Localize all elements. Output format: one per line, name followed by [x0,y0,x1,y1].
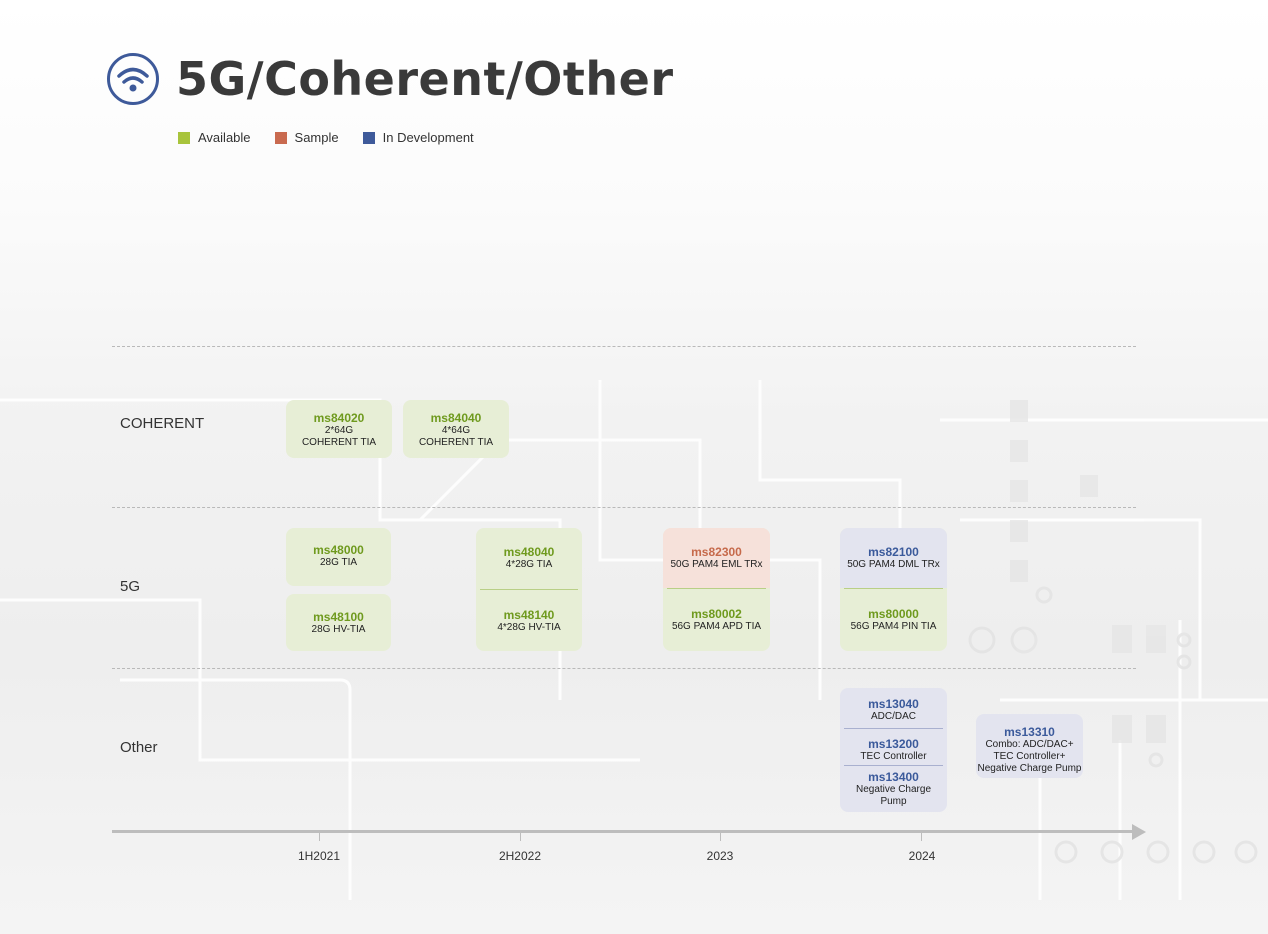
row-label-5g: 5G [120,578,141,595]
timeline-tick [319,833,320,841]
product-card-ms80002[interactable]: ms80002 56G PAM4 APD TIA [667,588,766,633]
timeline-axis [112,830,1132,833]
product-group-2024: ms82100 50G PAM4 DML TRx ms80000 56G PAM… [840,528,947,651]
product-desc: 50G PAM4 EML TRx [670,559,763,570]
product-group-2h2022: ms48040 4*28G TIA ms48140 4*28G HV-TIA [476,528,582,651]
product-desc: 28G HV-TIA [311,624,366,635]
product-card-ms80000[interactable]: ms80000 56G PAM4 PIN TIA [844,588,943,633]
product-code: ms82300 [691,545,742,559]
legend-swatch-sample [274,131,287,144]
product-desc: COHERENT TIA [418,437,494,448]
product-card-ms13040[interactable]: ms13040 ADC/DAC [840,688,947,728]
product-group-2023: ms82300 50G PAM4 EML TRx ms80002 56G PAM… [663,528,770,651]
product-code: ms48140 [503,608,555,622]
product-desc: 4*28G TIA [505,559,553,570]
product-card-ms84040[interactable]: ms84040 4*64G COHERENT TIA [403,400,509,458]
row-label-other: Other [120,739,158,756]
timeline-label-1h2021: 1H2021 [297,849,341,863]
product-desc: ADC/DAC [870,711,916,722]
product-group-other-2024: ms13040 ADC/DAC ms13200 TEC Controller m… [840,688,947,812]
product-card-ms13200[interactable]: ms13200 TEC Controller [844,728,943,765]
product-card-ms48100[interactable]: ms48100 28G HV-TIA [286,594,391,651]
product-code: ms13400 [868,770,919,784]
product-code: ms48000 [313,543,364,557]
timeline-arrow-icon [1132,824,1146,840]
legend-item-in-development: In Development [362,130,474,145]
product-card-ms13400[interactable]: ms13400 Negative Charge Pump [844,765,943,808]
row-label-coherent: COHERENT [120,415,205,432]
product-desc: 28G TIA [319,557,358,568]
product-desc: Combo: ADC/DAC+ [985,739,1074,750]
product-card-ms48000[interactable]: ms48000 28G TIA [286,528,391,586]
product-desc: 56G PAM4 PIN TIA [850,621,937,632]
product-desc: 2*64G [324,425,354,436]
product-code: ms48040 [503,545,555,559]
product-card-ms48140[interactable]: ms48140 4*28G HV-TIA [480,589,578,634]
legend-item-sample: Sample [274,130,339,145]
product-code: ms84020 [313,411,365,425]
product-desc: 56G PAM4 APD TIA [671,621,762,632]
product-card-ms82100[interactable]: ms82100 50G PAM4 DML TRx [840,528,947,588]
product-desc: TEC Controller+ [993,751,1066,762]
legend-label-in-development: In Development [382,130,474,145]
product-desc: Negative Charge Pump [977,763,1082,774]
product-code: ms13040 [868,697,919,711]
page-title: 5G/Coherent/Other [176,52,674,106]
timeline-tick [921,833,922,841]
product-desc: 4*64G [441,425,471,436]
product-code: ms80002 [691,607,742,621]
product-desc: 4*28G HV-TIA [497,622,561,633]
wifi-icon [107,53,159,105]
legend-item-available: Available [178,130,251,145]
timeline-label-2024: 2024 [908,849,936,863]
row-divider [112,346,1136,347]
legend-label-available: Available [198,130,251,145]
product-code: ms13200 [868,737,919,751]
product-code: ms48100 [313,610,364,624]
product-code: ms84040 [430,411,482,425]
legend-swatch-in-development [362,131,375,144]
row-divider [112,668,1136,669]
product-desc: 50G PAM4 DML TRx [847,559,940,570]
product-code: ms82100 [868,545,919,559]
product-desc: Negative Charge [855,784,932,795]
product-desc: Pump [880,796,907,807]
legend-swatch-available [178,131,190,144]
product-code: ms80000 [868,607,919,621]
timeline-tick [720,833,721,841]
product-code: ms13310 [1004,725,1055,739]
timeline-label-2h2022: 2H2022 [498,849,542,863]
timeline-tick [520,833,521,841]
product-card-ms48040[interactable]: ms48040 4*28G TIA [476,528,582,589]
legend: Available Sample In Development [178,130,474,145]
row-divider [112,507,1136,508]
product-card-ms84020[interactable]: ms84020 2*64G COHERENT TIA [286,400,392,458]
product-card-ms13310[interactable]: ms13310 Combo: ADC/DAC+ TEC Controller+ … [976,714,1083,778]
timeline-label-2023: 2023 [706,849,734,863]
product-card-ms82300[interactable]: ms82300 50G PAM4 EML TRx [663,528,770,588]
product-desc: COHERENT TIA [301,437,377,448]
legend-label-sample: Sample [294,130,339,145]
product-desc: TEC Controller [860,751,927,762]
